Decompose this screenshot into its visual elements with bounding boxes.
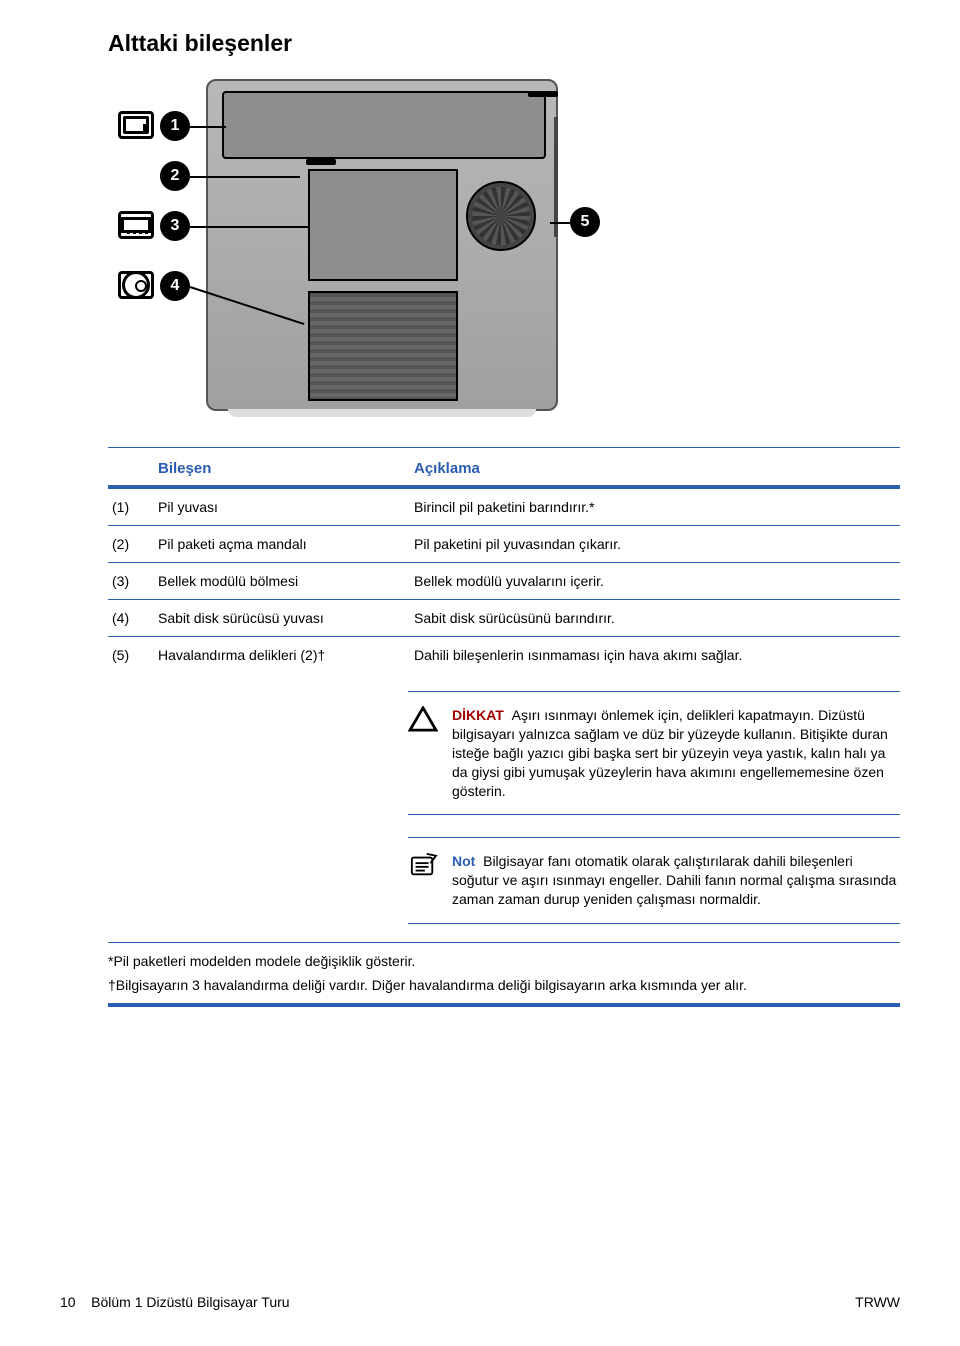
page-footer: 10 Bölüm 1 Dizüstü Bilgisayar Turu TRWW — [60, 1294, 900, 1310]
note-label: Not — [452, 853, 475, 869]
callout-4: 4 — [160, 271, 190, 301]
bottom-components-diagram: 1 2 3 4 5 — [118, 79, 558, 419]
header-component: Bileşen — [154, 452, 410, 485]
table-row: (2) Pil paketi açma mandalı Pil paketini… — [108, 526, 900, 562]
note-icon — [408, 852, 438, 878]
hdd-icon — [118, 271, 154, 299]
callout-1: 1 — [160, 111, 190, 141]
table-row: (3) Bellek modülü bölmesi Bellek modülü … — [108, 563, 900, 599]
battery-icon — [118, 111, 154, 139]
note-text: Bilgisayar fanı otomatik olarak çalıştır… — [452, 853, 896, 907]
header-description: Açıklama — [410, 452, 900, 485]
footnote-1: *Pil paketleri modelden modele değişikli… — [108, 953, 900, 969]
chapter-title: Bölüm 1 Dizüstü Bilgisayar Turu — [91, 1294, 289, 1310]
ram-icon — [118, 211, 154, 239]
table-row: (4) Sabit disk sürücüsü yuvası Sabit dis… — [108, 600, 900, 636]
note-box: Not Bilgisayar fanı otomatik olarak çalı… — [408, 852, 900, 909]
caution-text: Aşırı ısınmayı önlemek için, delikleri k… — [452, 707, 888, 799]
page-number: 10 — [60, 1294, 76, 1310]
table-row: (1) Pil yuvası Birincil pil paketini bar… — [108, 489, 900, 525]
footnote-2: †Bilgisayarın 3 havalandırma deliği vard… — [108, 977, 900, 993]
section-title: Alttaki bileşenler — [108, 30, 900, 57]
footnotes: *Pil paketleri modelden modele değişikli… — [108, 953, 900, 993]
callout-2: 2 — [160, 161, 190, 191]
callout-5: 5 — [570, 207, 600, 237]
latch-icon — [118, 161, 154, 189]
caution-box: DİKKAT Aşırı ısınmayı önlemek için, deli… — [408, 706, 900, 800]
components-table: Bileşen Açıklama (1) Pil yuvası Birincil… — [108, 452, 900, 673]
caution-icon — [408, 706, 438, 732]
table-row: (5) Havalandırma delikleri (2)† Dahili b… — [108, 637, 900, 673]
caution-label: DİKKAT — [452, 707, 504, 723]
callout-3: 3 — [160, 211, 190, 241]
footer-right: TRWW — [855, 1294, 900, 1310]
